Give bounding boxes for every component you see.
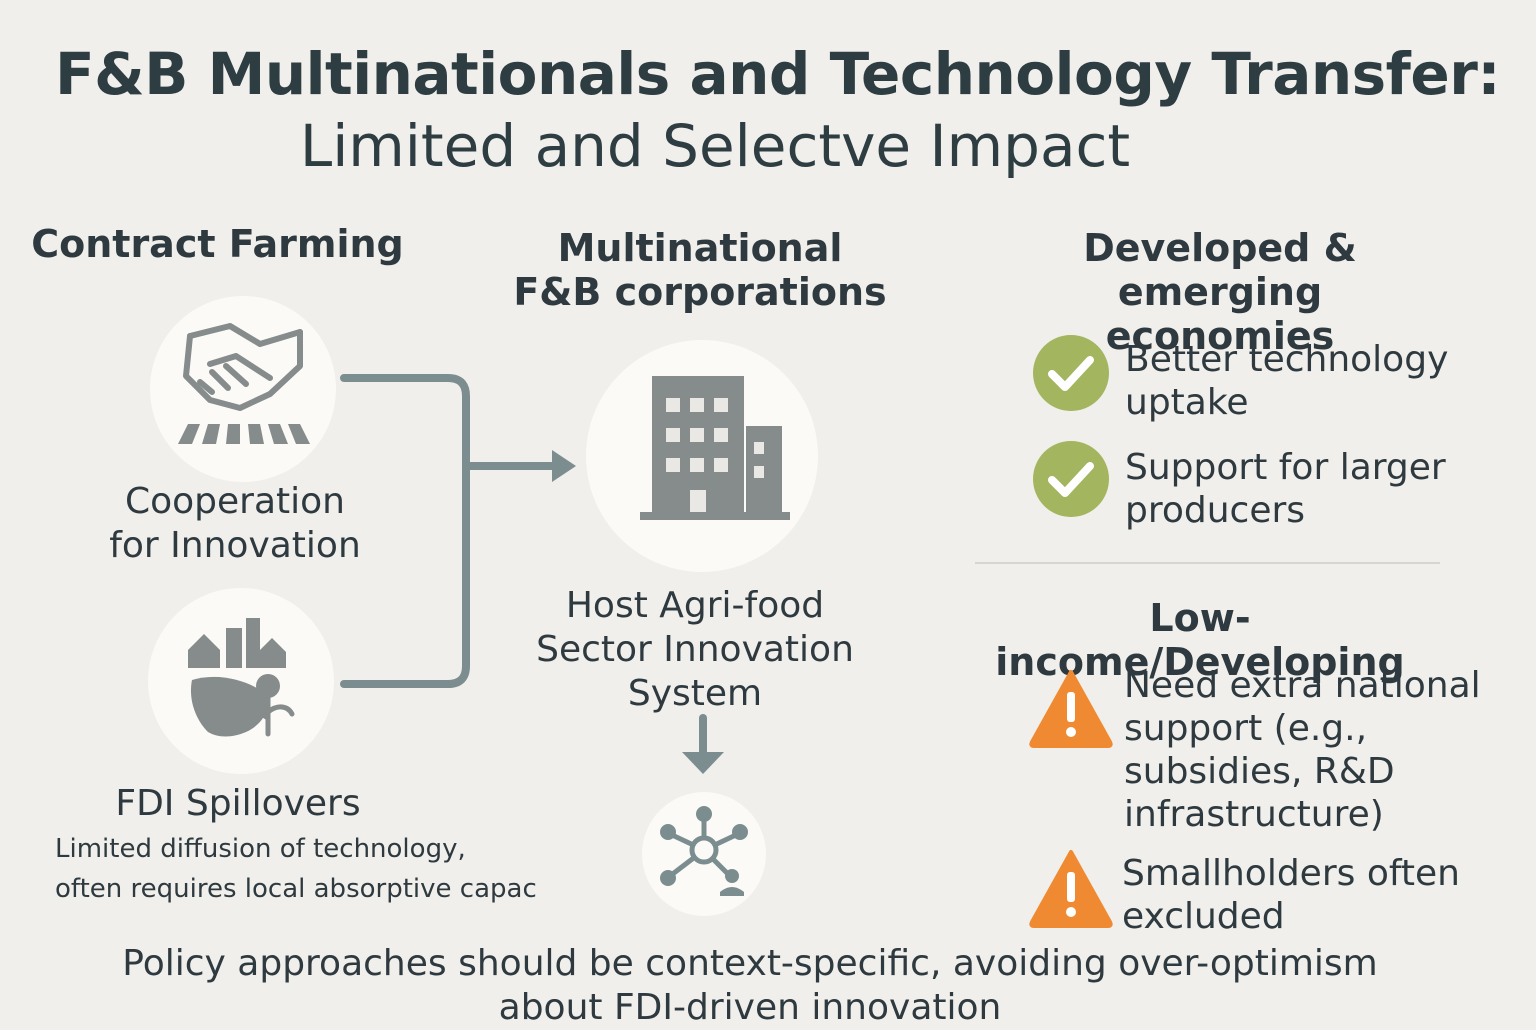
warning-item-1-line1: Need extra national: [1124, 665, 1481, 706]
spillovers-circle: [148, 588, 334, 774]
warning-item-1: [1028, 668, 1114, 748]
warning-item-1-line2: support (e.g.,: [1124, 708, 1368, 749]
footer-line1: Policy approaches should be context-spec…: [122, 943, 1378, 984]
warning-item-2-line1: Smallholders often: [1122, 853, 1460, 894]
warning-icon: [1029, 670, 1113, 748]
building-icon: [640, 376, 790, 520]
host-line1: Host Agri-food: [565, 585, 825, 626]
warning-icon: [1029, 850, 1113, 928]
multinational-heading-line1: Multinational: [557, 226, 843, 270]
warning-item-1-line3: subsidies, R&D: [1124, 751, 1395, 792]
community-icon: [188, 618, 295, 737]
section-divider: [975, 562, 1440, 564]
fdi-spillovers-label: FDI Spillovers: [115, 783, 361, 824]
host-line3: System: [627, 673, 763, 714]
check-item-2-line1: Support for larger: [1125, 447, 1446, 488]
cooperation-circle: [150, 296, 336, 482]
check-item-2-line2: producers: [1125, 490, 1306, 531]
warning-item-1-line4: infrastructure): [1124, 794, 1384, 835]
check-item-1: [1032, 334, 1110, 412]
contract-farming-heading: Contract Farming: [31, 222, 404, 266]
policy-footer: Policy approaches should be context-spec…: [0, 942, 1500, 1030]
warning-item-1-text: Need extra national support (e.g., subsi…: [1124, 664, 1504, 836]
building-circle: [586, 340, 818, 572]
check-item-2-text: Support for larger producers: [1125, 446, 1485, 532]
check-item-2: [1032, 440, 1110, 518]
page-title: F&B Multinationals and Technology Transf…: [55, 40, 1501, 108]
check-icon: [1033, 335, 1109, 411]
developed-heading-line1: Developed & emerging: [1083, 226, 1357, 314]
handshake-icon: [178, 323, 310, 444]
spillovers-desc-line2: often requires local absorptive capac: [55, 874, 537, 904]
multinational-heading-line2: F&B corporations: [513, 270, 887, 314]
footer-line2: about FDI-driven innovation: [498, 987, 1002, 1028]
arrow-down-head: [682, 752, 724, 774]
low-income-heading: Low-income/Developing: [995, 596, 1405, 684]
check-icon: [1033, 441, 1109, 517]
network-icon: [660, 806, 748, 896]
spillovers-desc-line1: Limited diffusion of technology,: [55, 834, 466, 864]
connector-top: [340, 374, 470, 688]
developed-heading-line2: economies: [1105, 314, 1335, 358]
warning-item-2: [1028, 848, 1114, 928]
page-subtitle: Limited and Selectve Impact: [299, 112, 1131, 180]
arrow-right-head: [552, 450, 576, 482]
network-circle: [642, 792, 766, 916]
cooperation-line1: Cooperation: [124, 481, 345, 522]
multinational-heading: Multinational F&B corporations: [500, 226, 900, 314]
warning-item-2-line2: excluded: [1122, 896, 1285, 937]
developed-heading: Developed & emerging economies: [990, 226, 1450, 358]
check-item-1-line2: uptake: [1125, 382, 1249, 423]
cooperation-label: Cooperation for Innovation: [70, 480, 400, 568]
host-line2: Sector Innovation: [536, 629, 854, 670]
check-item-1-line1: Better technology: [1125, 339, 1449, 380]
warning-item-2-text: Smallholders often excluded: [1122, 852, 1522, 938]
cooperation-line2: for Innovation: [109, 525, 361, 566]
check-item-1-text: Better technology uptake: [1125, 338, 1485, 424]
host-system-label: Host Agri-food Sector Innovation System: [500, 584, 890, 716]
